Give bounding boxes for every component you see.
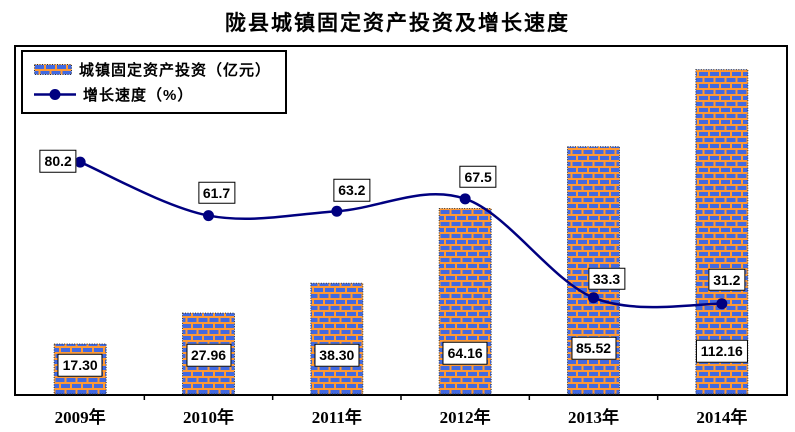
bar-value-label: 85.52 (570, 336, 617, 360)
x-axis-label: 2012年 (439, 408, 491, 427)
line-value-label: 33.3 (587, 267, 626, 290)
chart-title: 陇县城镇固定资产投资及增长速度 (225, 11, 570, 35)
bar-value-label: 112.16 (695, 339, 748, 363)
x-axis-label: 2010年 (183, 408, 234, 427)
legend-item-bar: 城镇固定资产投资（亿元） (34, 59, 271, 80)
legend-label-bar: 城镇固定资产投资（亿元） (79, 62, 272, 79)
line-value-label: 67.5 (459, 165, 497, 189)
x-axis-labels: 2009年 2010年 2011年 2012年 2013年 2014年 (16, 403, 786, 429)
line-value-label: 61.7 (197, 181, 236, 204)
x-axis-label: 2009年 (54, 408, 106, 427)
x-axis-label: 2011年 (311, 408, 362, 427)
bar-value-label: 27.96 (185, 343, 232, 367)
bar-2012年 (438, 207, 492, 395)
x-axis-label: 2014年 (696, 408, 748, 427)
line-series (74, 156, 728, 310)
legend: 城镇固定资产投资（亿元） 增长速度（%） (21, 50, 288, 114)
bar-value-label: 64.16 (442, 341, 488, 365)
line-value-label: 63.2 (333, 178, 371, 202)
line-marker-2013年 (588, 292, 599, 304)
bar-series-swatch-icon (34, 64, 72, 75)
bar-value-label: 38.30 (314, 343, 360, 367)
line-value-label: 80.2 (39, 149, 77, 173)
line-value-label: 31.2 (708, 268, 746, 292)
legend-label-line: 增长速度（%） (83, 87, 194, 104)
bar-2011年 (310, 282, 364, 395)
line-marker-2014年 (716, 298, 728, 310)
plot-area: 城镇固定资产投资（亿元） 增长速度（%） 17.30 27.96 38.30 64.1… (14, 45, 788, 400)
line-marker-2011年 (331, 205, 343, 217)
bar-series (53, 69, 749, 395)
line-series-swatch-icon (34, 89, 76, 100)
x-axis-label: 2013年 (568, 408, 619, 427)
bar-value-label: 17.30 (57, 353, 103, 377)
growth-line (79, 160, 722, 309)
x-axis-ticks (143, 394, 659, 400)
line-marker-2012年 (459, 193, 471, 205)
line-marker-2009年 (74, 156, 86, 168)
legend-item-line: 增长速度（%） (34, 84, 271, 105)
line-marker-2010年 (203, 210, 214, 222)
